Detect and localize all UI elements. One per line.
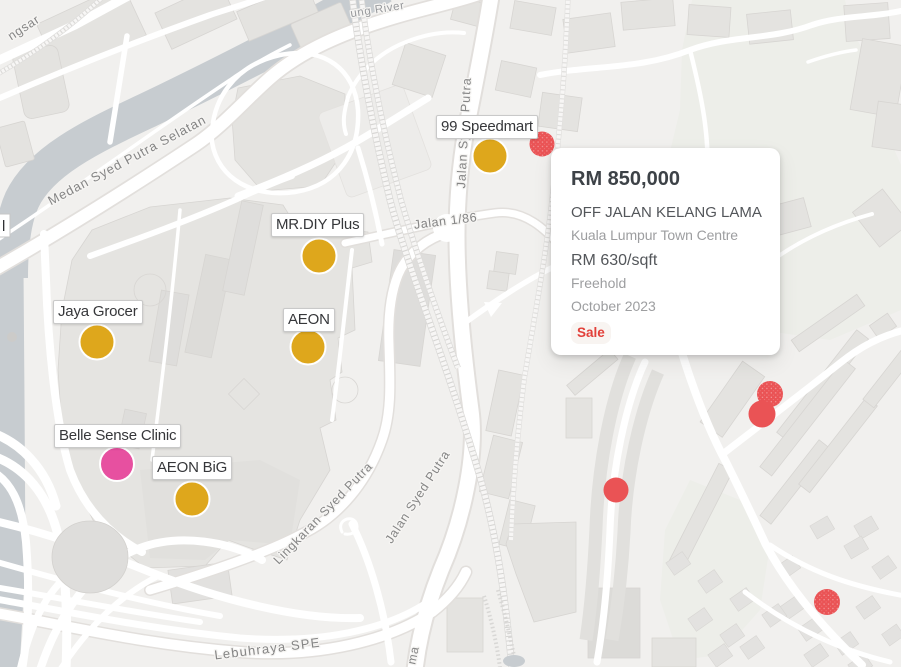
svg-text:ma: ma <box>404 645 421 666</box>
svg-text:l: l <box>2 218 5 235</box>
